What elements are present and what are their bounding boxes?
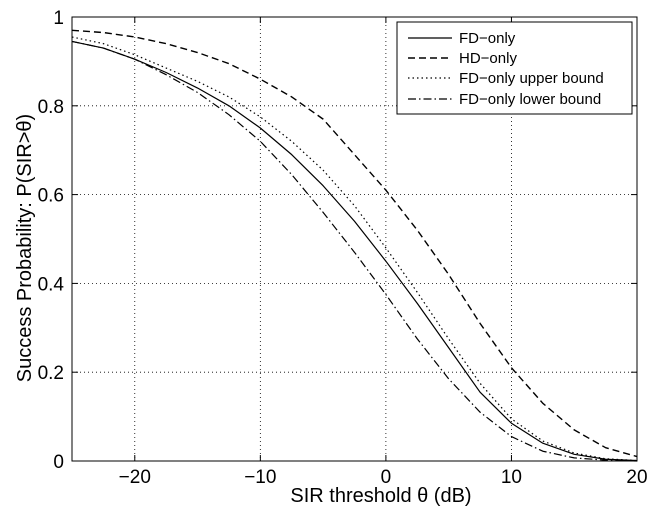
x-tick-label: 0 [381,467,392,488]
y-tick-label: 0 [53,452,64,473]
y-tick-label: 0.2 [38,363,64,384]
axis-ticks [72,16,638,462]
y-tick-label: 0.6 [38,186,64,207]
y-axis-title: Success Probability: P(SIR>θ) [14,114,36,382]
legend-label-fd-lower: FD−only lower bound [459,91,601,108]
plot-frame [71,16,638,462]
legend-label-hd-only: HD−only [459,50,517,67]
axis-tick-labels: −20 −10 0 10 20 0 0.2 0.4 0.6 0.8 1 [38,8,648,488]
y-tick-label: 0.8 [38,97,64,118]
x-tick-label: −20 [119,467,151,488]
x-tick-label: 20 [626,467,647,488]
y-tick-label: 1 [53,8,64,29]
x-axis-title: SIR threshold θ (dB) [290,485,471,507]
legend-label-fd-upper: FD−only upper bound [459,70,604,87]
legend-box [396,21,633,115]
series-layer [71,29,638,462]
legend: FD−only HD−only FD−only upper bound FD−o… [396,21,633,115]
series-line-solid [71,40,638,462]
x-tick-label: 10 [501,467,522,488]
series-line-dashdot [71,40,638,462]
series-line-dotted [71,36,638,462]
legend-label-fd-only: FD−only [459,30,516,47]
series-line-dashed [71,29,638,458]
y-tick-label: 0.4 [38,274,65,295]
x-tick-label: −10 [244,467,276,488]
